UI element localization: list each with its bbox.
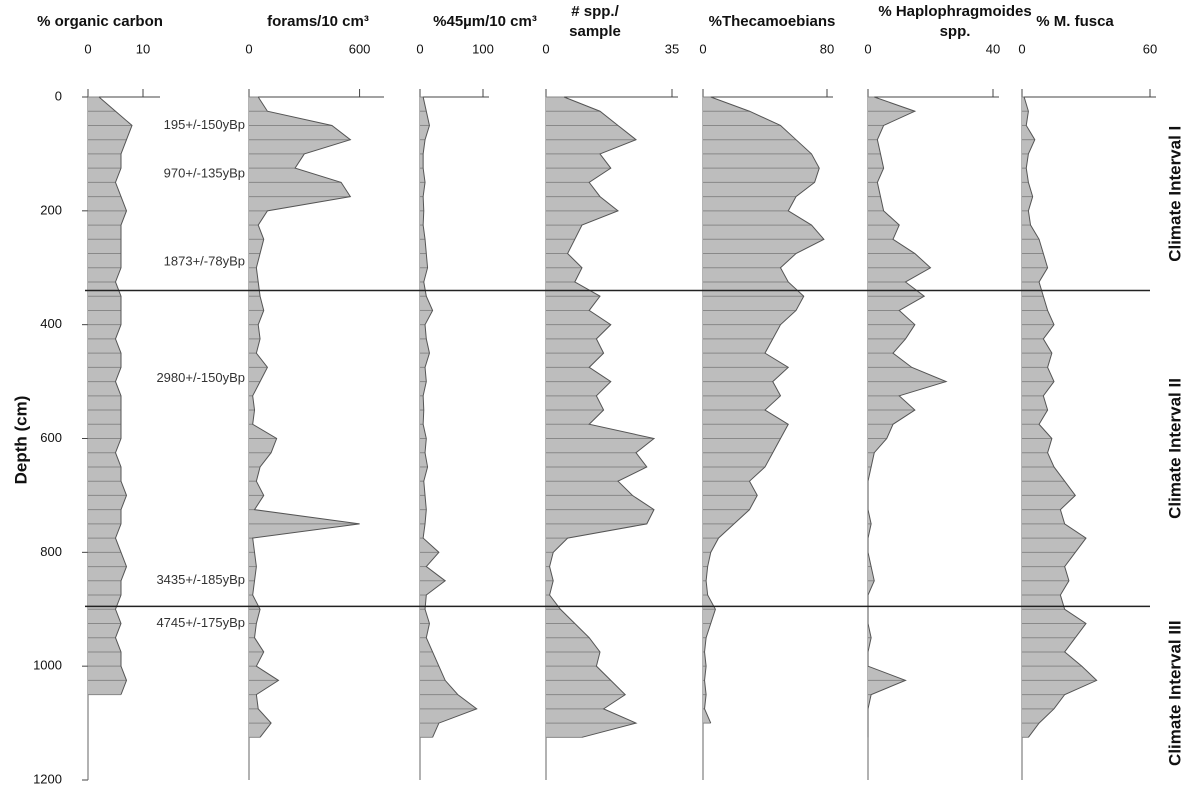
climate-interval-label: Climate Interval II: [1165, 378, 1184, 519]
y-tick-label: 0: [55, 88, 62, 103]
x-tick-label: 35: [665, 41, 679, 56]
date-annotation: 3435+/-185yBp: [156, 572, 245, 587]
x-tick-label: 0: [699, 41, 706, 56]
date-annotation: 4745+/-175yBp: [156, 615, 245, 630]
y-tick-label: 400: [40, 316, 62, 331]
panel-title: # spp./: [571, 3, 619, 20]
date-annotation: 1873+/-78yBp: [164, 253, 245, 268]
panel-title: %45µm/10 cm³: [433, 13, 537, 30]
y-tick-label: 800: [40, 544, 62, 559]
profile-line: [704, 96, 825, 724]
y-tick-label: 200: [40, 202, 62, 217]
x-tick-label: 0: [84, 41, 91, 56]
x-tick-label: 600: [349, 41, 371, 56]
y-axis-label: Depth (cm): [11, 396, 30, 485]
profile-line: [867, 96, 948, 738]
panel-title: spp.: [940, 23, 971, 40]
y-tick-label: 600: [40, 430, 62, 445]
profile-area: [546, 97, 654, 738]
date-annotation: 195+/-150yBp: [164, 117, 245, 132]
profile-area: [420, 97, 477, 738]
panel-title: % organic carbon: [37, 13, 163, 30]
date-annotation: 2980+/-150yBp: [156, 370, 245, 385]
profile-area: [249, 97, 360, 738]
x-tick-label: 0: [1018, 41, 1025, 56]
profile-line: [422, 96, 478, 738]
profile-area: [1022, 97, 1097, 738]
profile-line: [1023, 96, 1098, 738]
x-tick-label: 0: [864, 41, 871, 56]
x-tick-label: 60: [1143, 41, 1157, 56]
x-tick-label: 40: [986, 41, 1000, 56]
panel-title: %Thecamoebians: [709, 13, 836, 30]
panel-title: % M. fusca: [1036, 13, 1114, 30]
x-tick-label: 0: [542, 41, 549, 56]
profile-line: [549, 96, 656, 738]
x-tick-label: 100: [472, 41, 494, 56]
profile-line: [252, 96, 360, 738]
panel-title: forams/10 cm³: [267, 13, 369, 30]
y-tick-label: 1000: [33, 658, 62, 673]
date-annotation: 970+/-135yBp: [164, 165, 245, 180]
x-tick-label: 10: [136, 41, 150, 56]
panel-title: sample: [569, 23, 621, 40]
x-tick-label: 0: [416, 41, 423, 56]
panel-title: % Haplophragmoides: [878, 3, 1031, 20]
y-tick-label: 1200: [33, 771, 62, 786]
profile-area: [868, 97, 947, 738]
profile-line: [98, 96, 133, 695]
x-tick-label: 80: [820, 41, 834, 56]
x-tick-label: 0: [245, 41, 252, 56]
climate-interval-label: Climate Interval I: [1165, 126, 1184, 262]
climate-interval-label: Climate Interval III: [1165, 620, 1184, 766]
